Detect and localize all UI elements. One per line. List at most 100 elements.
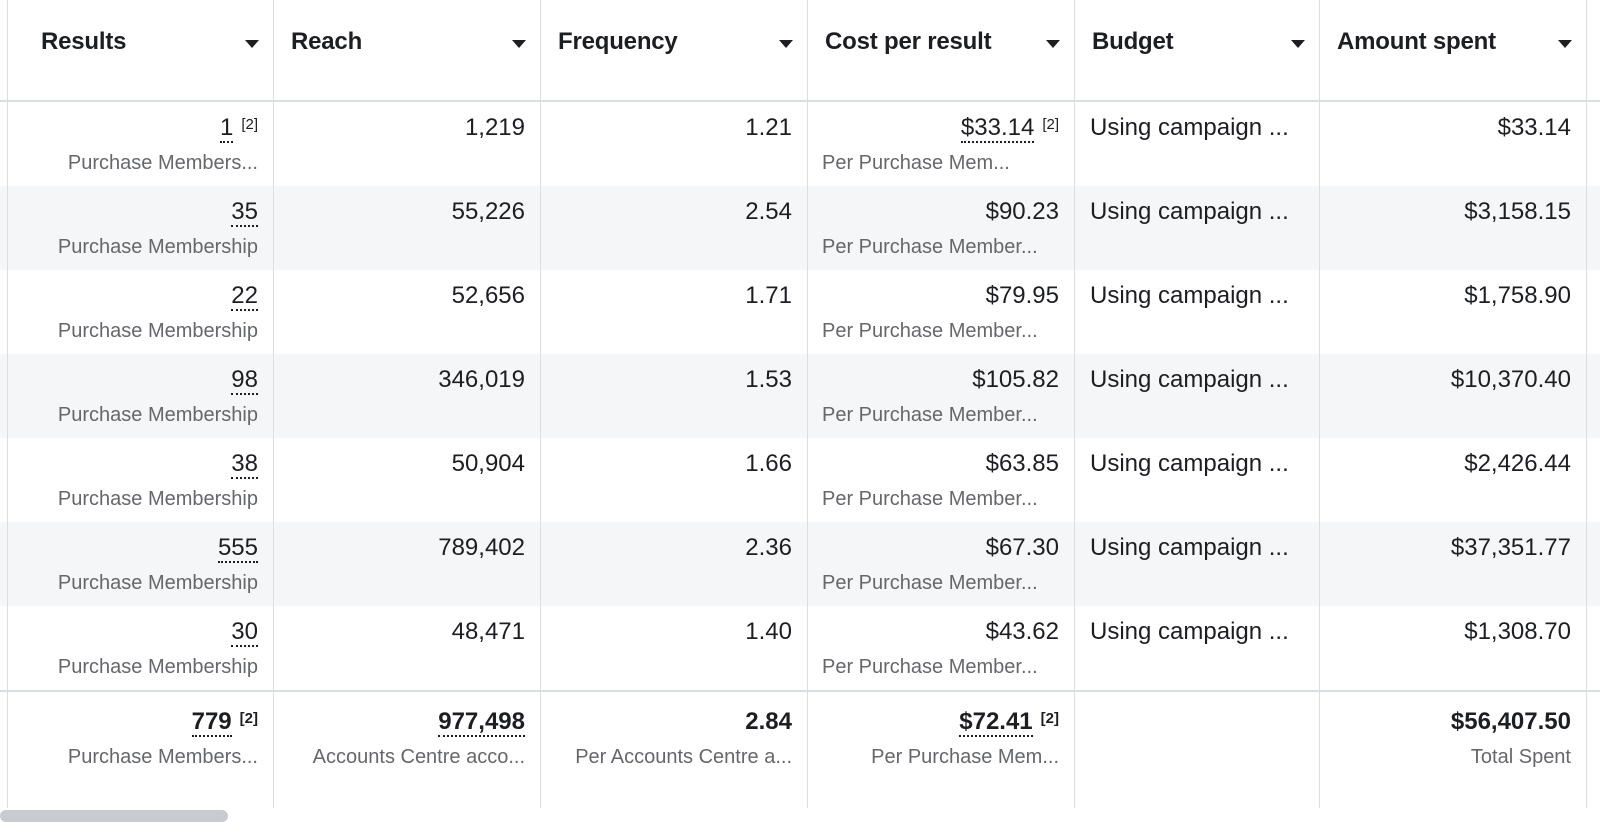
frequency-value: 1.53 — [745, 366, 792, 393]
table-body: 1 [2] Purchase Members... 1,219 1.21 $33.14 [2… — [0, 102, 1600, 690]
column-divider[interactable] — [273, 0, 274, 808]
cost-per-result-value: $63.85 — [985, 450, 1059, 477]
frequency-value: 1.40 — [745, 618, 792, 645]
cost-per-result-cell: $105.82 Per Purchase Member... — [807, 354, 1074, 438]
amount-spent-value: $2,426.44 — [1464, 450, 1571, 477]
budget-cell: Using campaign ... — [1074, 102, 1319, 186]
budget-cell: Using campaign ... — [1074, 354, 1319, 438]
column-header-budget[interactable]: Budget — [1074, 0, 1319, 100]
cost-per-result-value: $105.82 — [972, 366, 1059, 393]
reach-value: 1,219 — [464, 114, 525, 141]
results-value[interactable]: 22 — [231, 282, 258, 311]
totals-reach-value[interactable]: 977,498 — [438, 708, 525, 737]
column-header-label: Frequency — [558, 28, 678, 55]
frequency-cell: 2.36 — [540, 522, 807, 606]
budget-value[interactable]: Using campaign ... — [1090, 534, 1289, 561]
column-divider[interactable] — [1586, 0, 1587, 808]
amount-spent-value: $1,758.90 — [1464, 282, 1571, 309]
frequency-value: 1.66 — [745, 450, 792, 477]
totals-cost-per-result-label: Per Purchase Mem... — [871, 746, 1059, 768]
amount-spent-cell: $37,351.77 — [1319, 522, 1586, 606]
reach-value: 55,226 — [451, 198, 525, 225]
caret-down-icon[interactable] — [1291, 40, 1305, 48]
caret-down-icon[interactable] — [512, 40, 526, 48]
amount-spent-cell: $1,308.70 — [1319, 606, 1586, 690]
results-cell: 35 Purchase Membership — [7, 186, 273, 270]
cost-per-result-cell: $63.85 Per Purchase Member... — [807, 438, 1074, 522]
caret-down-icon[interactable] — [1046, 40, 1060, 48]
amount-spent-cell: $3,158.15 — [1319, 186, 1586, 270]
budget-value[interactable]: Using campaign ... — [1090, 198, 1289, 225]
reach-cell: 1,219 — [273, 102, 540, 186]
cost-per-result-value[interactable]: $33.14 — [960, 114, 1035, 143]
amount-spent-cell: $33.14 — [1319, 102, 1586, 186]
results-value[interactable]: 30 — [231, 618, 258, 647]
caret-down-icon[interactable] — [779, 40, 793, 48]
budget-cell: Using campaign ... — [1074, 438, 1319, 522]
column-header-reach[interactable]: Reach — [273, 0, 540, 100]
table-row[interactable]: 1 [2] Purchase Members... 1,219 1.21 $33.14 [2… — [0, 102, 1600, 186]
column-header-label: Amount spent — [1337, 28, 1496, 55]
table-row[interactable]: 35 Purchase Membership 55,226 2.54 $90.23 Per… — [0, 186, 1600, 270]
cost-per-result-cell: $79.95 Per Purchase Member... — [807, 270, 1074, 354]
results-value[interactable]: 38 — [231, 450, 258, 479]
column-divider[interactable] — [7, 0, 8, 808]
column-header-cost-per-result[interactable]: Cost per result — [807, 0, 1074, 100]
amount-spent-value: $10,370.40 — [1450, 366, 1571, 393]
column-header-frequency[interactable]: Frequency — [540, 0, 807, 100]
totals-results-label: Purchase Members... — [67, 746, 258, 768]
totals-cost-per-result-value[interactable]: $72.41 — [959, 708, 1033, 737]
cost-per-result-value: $67.30 — [985, 534, 1059, 561]
totals-amount-spent-value: $56,407.50 — [1450, 708, 1571, 735]
budget-cell: Using campaign ... — [1074, 186, 1319, 270]
column-header-label: Budget — [1092, 28, 1174, 55]
totals-cost-per-result-cell: $72.41 [2] Per Purchase Mem... — [807, 692, 1074, 804]
caret-down-icon[interactable] — [245, 40, 259, 48]
ads-metrics-table: Results Reach Frequency Cost per result … — [0, 0, 1600, 804]
frequency-cell: 2.54 — [540, 186, 807, 270]
cost-per-result-label: Per Purchase Member... — [822, 236, 1038, 258]
cost-per-result-label: Per Purchase Member... — [822, 320, 1038, 342]
results-cell: 30 Purchase Membership — [7, 606, 273, 690]
results-value[interactable]: 1 — [219, 114, 234, 143]
results-label: Purchase Membership — [57, 488, 258, 510]
cost-per-result-label: Per Purchase Member... — [822, 488, 1038, 510]
caret-down-icon[interactable] — [1558, 40, 1572, 48]
totals-results-cell: 779 [2] Purchase Members... — [7, 692, 273, 804]
budget-value[interactable]: Using campaign ... — [1090, 114, 1289, 141]
budget-value[interactable]: Using campaign ... — [1090, 450, 1289, 477]
column-divider[interactable] — [540, 0, 541, 808]
amount-spent-value: $33.14 — [1497, 114, 1571, 141]
column-divider[interactable] — [807, 0, 808, 808]
column-header-results[interactable]: Results — [7, 0, 273, 100]
table-row[interactable]: 30 Purchase Membership 48,471 1.40 $43.62 Per… — [0, 606, 1600, 690]
cost-per-result-label: Per Purchase Member... — [822, 404, 1038, 426]
footnote-marker: [2] — [239, 710, 258, 727]
budget-value[interactable]: Using campaign ... — [1090, 366, 1289, 393]
results-value[interactable]: 98 — [231, 366, 258, 395]
column-header-label: Reach — [291, 28, 363, 55]
table-row[interactable]: 555 Purchase Membership 789,402 2.36 $67.30 P… — [0, 522, 1600, 606]
cost-per-result-cell: $90.23 Per Purchase Member... — [807, 186, 1074, 270]
frequency-value: 2.54 — [745, 198, 792, 225]
reach-cell: 50,904 — [273, 438, 540, 522]
totals-amount-spent-label: Total Spent — [1470, 746, 1571, 768]
column-divider[interactable] — [1319, 0, 1320, 808]
amount-spent-value: $3,158.15 — [1464, 198, 1571, 225]
results-value[interactable]: 35 — [231, 198, 258, 227]
table-row[interactable]: 38 Purchase Membership 50,904 1.66 $63.85 Per… — [0, 438, 1600, 522]
budget-value[interactable]: Using campaign ... — [1090, 618, 1289, 645]
table-row[interactable]: 22 Purchase Membership 52,656 1.71 $79.95 Per… — [0, 270, 1600, 354]
column-header-amount-spent[interactable]: Amount spent — [1319, 0, 1586, 100]
footnote-marker: [2] — [1042, 116, 1059, 133]
budget-cell: Using campaign ... — [1074, 270, 1319, 354]
totals-amount-spent-cell: $56,407.50 Total Spent — [1319, 692, 1586, 804]
column-divider[interactable] — [1074, 0, 1075, 808]
totals-results-value[interactable]: 779 — [191, 708, 232, 737]
footnote-marker: [2] — [1040, 710, 1059, 727]
table-row[interactable]: 98 Purchase Membership 346,019 1.53 $105.82 P… — [0, 354, 1600, 438]
horizontal-scrollbar[interactable] — [0, 810, 228, 822]
reach-value: 346,019 — [438, 366, 525, 393]
results-value[interactable]: 555 — [217, 534, 258, 563]
budget-value[interactable]: Using campaign ... — [1090, 282, 1289, 309]
